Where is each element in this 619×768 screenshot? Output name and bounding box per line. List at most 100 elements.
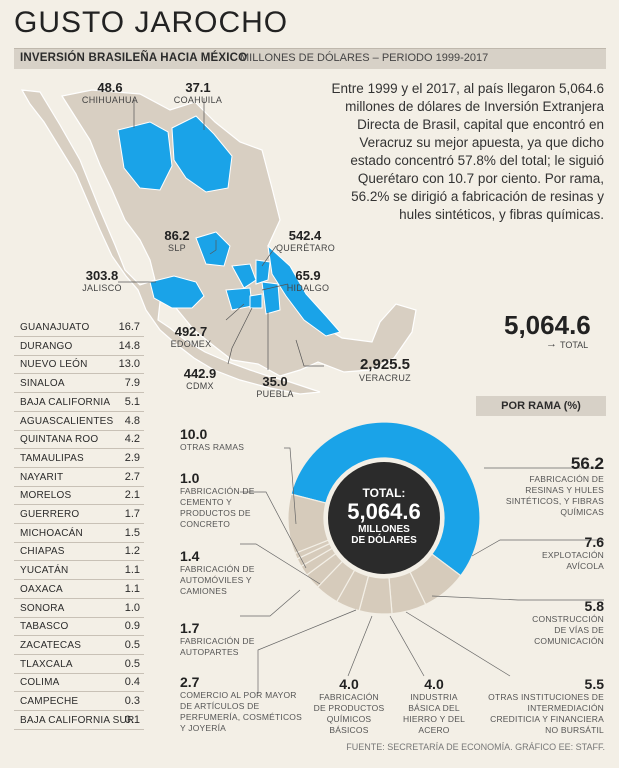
rama-value: 2.7 <box>180 674 200 690</box>
rama-label-vias: 5.8 CONSTRUCCIÓN DE VÍAS DE COMUNICACIÓN <box>520 598 604 647</box>
state-name: SINALOA <box>20 378 65 390</box>
state-value: 0.4 <box>124 676 140 689</box>
state-value: 0.9 <box>124 620 140 633</box>
rama-value: 10.0 <box>180 426 208 442</box>
map-leader-lines <box>118 98 324 370</box>
state-name: QUINTANA ROO <box>20 434 99 446</box>
label-jalisco: 303.8 JALISCO <box>80 268 124 293</box>
rama-name: FABRICACIÓN DE PRODUCTOS QUÍMICOS BÁSICO… <box>313 692 385 735</box>
state-name: TLAXCALA <box>20 658 73 670</box>
rama-label-autopartes: 1.7 FABRICACIÓN DE AUTOPARTES <box>180 620 266 658</box>
rama-label-resinas: 56.2 FABRICACIÓN DE RESINAS Y HULES SINT… <box>496 454 604 518</box>
rama-name: FABRICACIÓN DE AUTOPARTES <box>180 636 255 657</box>
state-name: DURANGO <box>20 340 73 352</box>
map-highlighted-states <box>117 115 341 337</box>
state-value: 2.7 <box>124 470 140 483</box>
rama-value: 4.0 <box>424 676 444 692</box>
label-chihuahua: 48.6 CHIHUAHUA <box>80 80 140 105</box>
state-row: TAMAULIPAS 2.9 <box>14 449 144 468</box>
state-value: 0.5 <box>124 638 140 651</box>
label-value: 48.6 <box>97 80 123 95</box>
state-row: COLIMA 0.4 <box>14 673 144 693</box>
donut-center-l2: 5,064.6 <box>347 499 421 524</box>
state-value: 0.1 <box>124 713 140 726</box>
state-value: 1.5 <box>124 526 140 539</box>
rama-label-automoviles: 1.4 FABRICACIÓN DE AUTOMÓVILES Y CAMIONE… <box>180 548 266 597</box>
rama-name: COMERCIO AL POR MAYOR DE ARTÍCULOS DE PE… <box>180 690 302 733</box>
rama-value: 56.2 <box>570 454 604 473</box>
state-value: 4.8 <box>124 414 140 427</box>
state-row: NAYARIT 2.7 <box>14 468 144 487</box>
label-queretaro: 542.4 QUERÉTARO <box>276 228 336 253</box>
rama-value: 1.4 <box>180 548 200 564</box>
mexico-map <box>20 89 417 395</box>
state-row: TABASCO 0.9 <box>14 617 144 637</box>
state-name: TABASCO <box>20 621 69 633</box>
state-row: QUINTANA ROO 4.2 <box>14 430 144 450</box>
rama-value: 5.5 <box>584 676 604 692</box>
rama-value: 4.0 <box>339 676 359 692</box>
state-value: 2.9 <box>124 451 140 464</box>
label-name: CHIHUAHUA <box>81 95 139 105</box>
label-name: COAHUILA <box>173 95 223 105</box>
rama-label-otras: 10.0 OTRAS RAMAS <box>180 426 290 453</box>
state-value: 1.1 <box>124 582 140 595</box>
state-name: OAXACA <box>20 583 63 595</box>
label-slp: 86.2 SLP <box>154 228 200 253</box>
state-value: 1.0 <box>124 601 140 614</box>
label-value: 442.9 <box>183 366 217 381</box>
label-edomex: 492.7 EDOMEX <box>168 324 214 349</box>
rama-name: CONSTRUCCIÓN DE VÍAS DE COMUNICACIÓN <box>532 614 604 646</box>
label-name: HIDALGO <box>286 283 330 293</box>
state-name: MORELOS <box>20 490 72 502</box>
label-name: EDOMEX <box>170 339 212 349</box>
state-value: 2.1 <box>124 489 140 502</box>
state-row: GUANAJUATO 16.7 <box>14 318 144 337</box>
rama-label-financiera: 5.5 OTRAS INSTITUCIONES DE INTERMEDIACIÓ… <box>482 676 604 736</box>
state-name: NUEVO LEÓN <box>20 359 88 371</box>
rama-label-hierro: 4.0 INDUSTRIA BÁSICA DEL HIERRO Y DEL AC… <box>394 676 474 736</box>
state-value: 4.2 <box>124 433 140 446</box>
state-name: MICHOACÁN <box>20 527 83 539</box>
state-name: NAYARIT <box>20 471 64 483</box>
label-value: 37.1 <box>185 80 211 95</box>
state-name: GUANAJUATO <box>20 322 90 333</box>
state-row: AGUASCALIENTES 4.8 <box>14 412 144 431</box>
state-row: NUEVO LEÓN 13.0 <box>14 355 144 375</box>
state-name: ZACATECAS <box>20 639 82 651</box>
donut-center-l1: TOTAL: <box>362 486 406 500</box>
state-row: SONORA 1.0 <box>14 599 144 618</box>
state-value: 1.2 <box>124 545 140 558</box>
state-value: 5.1 <box>124 395 140 408</box>
state-name: BAJA CALIFORNIA SUR <box>20 714 135 726</box>
rama-name: OTRAS RAMAS <box>180 442 245 452</box>
state-name: CHIAPAS <box>20 546 65 558</box>
state-row: TLAXCALA 0.5 <box>14 655 144 674</box>
rama-name: FABRICACIÓN DE AUTOMÓVILES Y CAMIONES <box>180 564 255 596</box>
state-row: ZACATECAS 0.5 <box>14 636 144 655</box>
subtitle-bar: INVERSIÓN BRASILEÑA HACIA MÉXICO MILLONE… <box>14 48 606 69</box>
donut-slice <box>290 421 481 577</box>
donut-center-circle <box>328 462 440 574</box>
state-value: 1.1 <box>124 564 140 577</box>
rama-name: INDUSTRIA BÁSICA DEL HIERRO Y DEL ACERO <box>402 692 466 735</box>
rama-label-cemento: 1.0 FABRICACIÓN DE CEMENTO Y PRODUCTOS D… <box>180 470 260 530</box>
state-value: 1.7 <box>124 508 140 520</box>
state-value: 13.0 <box>118 358 140 371</box>
state-row: MORELOS 2.1 <box>14 486 144 506</box>
donut-center-l3: MILLONES <box>358 524 410 535</box>
state-row: CAMPECHE 0.3 <box>14 692 144 711</box>
label-puebla: 35.0 PUEBLA <box>254 374 296 399</box>
rama-name: FABRICACIÓN DE RESINAS Y HULES SINTÉTICO… <box>505 474 604 517</box>
state-name: YUCATÁN <box>20 565 69 577</box>
label-name: QUERÉTARO <box>276 243 336 253</box>
label-value: 542.4 <box>288 228 322 243</box>
state-name: CAMPECHE <box>20 696 79 707</box>
label-name: VERACRUZ <box>359 373 411 383</box>
state-row: YUCATÁN 1.1 <box>14 561 144 581</box>
label-value: 35.0 <box>262 374 288 389</box>
subtitle-bold: INVERSIÓN BRASILEÑA HACIA MÉXICO <box>20 52 248 64</box>
donut-center: TOTAL: 5,064.6 MILLONES DE DÓLARES <box>329 486 439 546</box>
state-row: MICHOACÁN 1.5 <box>14 524 144 543</box>
rama-name: OTRAS INSTITUCIONES DE INTERMEDIACIÓN CR… <box>488 692 604 735</box>
